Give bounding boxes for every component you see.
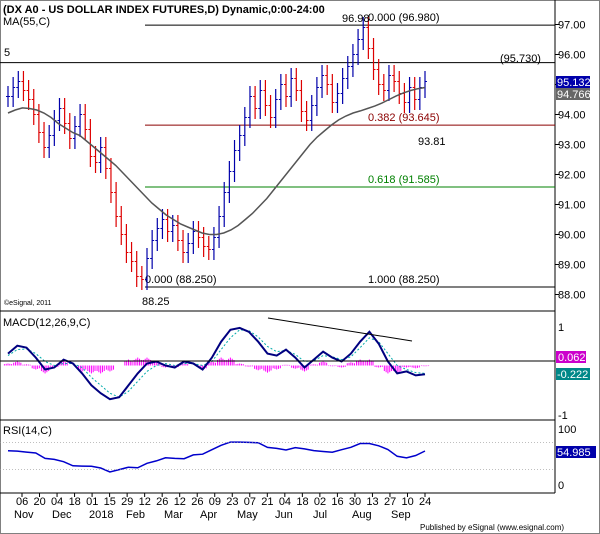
left-level-label: 5 (4, 47, 10, 59)
price-title: (DX A0 - US DOLLAR INDEX FUTURES,D) Dyna… (3, 4, 325, 16)
x-day-label: 18 (69, 496, 81, 508)
fib-label: 1.000 (88.250) (368, 274, 440, 286)
ma-value-badge (556, 88, 590, 100)
footer-credit: Published by eSignal (www.esignal.com) (420, 523, 564, 532)
fib-label: 0.618 (91.585) (368, 174, 440, 186)
price-panel (0, 0, 556, 493)
last-price-value: 95.132 (557, 77, 591, 89)
x-day-label: 01 (86, 496, 98, 508)
x-day-label: 26 (191, 496, 203, 508)
x-day-label: 12 (174, 496, 186, 508)
price-tick-label: 94.00 (558, 110, 586, 122)
fib-label: 0.000 (88.250) (145, 274, 217, 286)
copyright-label: ©eSignal, 2011 (4, 299, 52, 307)
signal-value: -0.222 (557, 369, 588, 381)
price-tick-label: 88.00 (558, 290, 586, 302)
macd-divergence-line (267, 317, 413, 342)
rsi-line (7, 441, 426, 473)
x-day-label: 09 (209, 496, 221, 508)
price-tick-label: 89.00 (558, 260, 586, 272)
fib-label: 0.000 (96.980) (368, 12, 440, 24)
price-tick-label: 90.00 (558, 230, 586, 242)
x-day-label: 12 (139, 496, 151, 508)
x-day-label: 07 (244, 496, 256, 508)
rsi-value: 54.985 (557, 447, 591, 459)
rsi-tick-100: 100 (558, 424, 576, 436)
x-day-label: 26 (156, 496, 168, 508)
rsi-title: RSI(14,C) (3, 425, 52, 437)
price-tick-label: 96.00 (558, 50, 586, 62)
level-95730-label: (95.730) (500, 53, 541, 65)
x-day-label: 06 (16, 496, 28, 508)
x-month-label: Apr (200, 509, 217, 521)
x-axis: 06 20 04 18 01 15 29 12 26 12 26 09 23 07 21 04 18 02 16 30… (0, 442, 555, 521)
fibonacci-levels: 0.000 (96.980) 0.382 (93.645) 0.618 (91.58… (0, 12, 555, 288)
rsi-tick-0: 0 (558, 480, 564, 492)
last-price-badge (556, 76, 590, 88)
macd-tick-1: 1 (558, 322, 564, 334)
x-day-label: 27 (384, 496, 396, 508)
price-tick-label: 93.00 (558, 140, 586, 152)
x-month-label: Feb (126, 509, 145, 521)
price-tick-label: 97.00 (558, 20, 586, 32)
level-93-label: 93.81 (418, 136, 446, 148)
rsi-value-badge (556, 446, 596, 458)
x-day-label: 29 (121, 496, 133, 508)
macd-line (7, 326, 426, 401)
price-tick-label: 91.00 (558, 200, 586, 212)
ma-value: 94.766 (557, 89, 591, 101)
x-day-label: 16 (331, 496, 343, 508)
macd-title: MACD(12,26,9,C) (3, 317, 90, 329)
x-month-label: 2018 (89, 509, 113, 521)
x-month-label: Jun (275, 509, 293, 521)
macd-tick-neg1: -1 (558, 410, 568, 422)
x-day-label: 20 (34, 496, 46, 508)
x-month-label: Mar (164, 509, 183, 521)
x-day-label: 23 (226, 496, 238, 508)
high-label: 96.98 (342, 13, 370, 25)
fib-label: 0.382 (93.645) (368, 112, 440, 124)
x-month-label: Jul (313, 509, 327, 521)
x-day-label: 30 (349, 496, 361, 508)
price-tick-label: 92.00 (558, 170, 586, 182)
x-month-label: Aug (352, 509, 372, 521)
macd-value-badge (556, 351, 586, 363)
x-day-label: 18 (296, 496, 308, 508)
macd-signal-line (7, 329, 426, 398)
signal-value-badge (556, 368, 590, 380)
x-day-label: 04 (51, 496, 63, 508)
x-day-label: 15 (104, 496, 116, 508)
x-day-label: 04 (279, 496, 291, 508)
macd-value: 0.062 (558, 352, 586, 364)
x-day-label: 02 (314, 496, 326, 508)
price-bars (6, 17, 427, 290)
low-label: 88.25 (142, 296, 170, 308)
x-month-label: May (237, 509, 258, 521)
ma-indicator-label: MA(55,C) (3, 16, 50, 28)
x-month-label: Dec (52, 509, 72, 521)
x-month-label: Nov (14, 509, 34, 521)
x-day-label: 13 (366, 496, 378, 508)
x-day-label: 10 (401, 496, 413, 508)
x-day-label: 24 (419, 496, 431, 508)
x-month-label: Sep (391, 509, 411, 521)
ma-55-line (7, 86, 426, 236)
x-day-label: 21 (261, 496, 273, 508)
